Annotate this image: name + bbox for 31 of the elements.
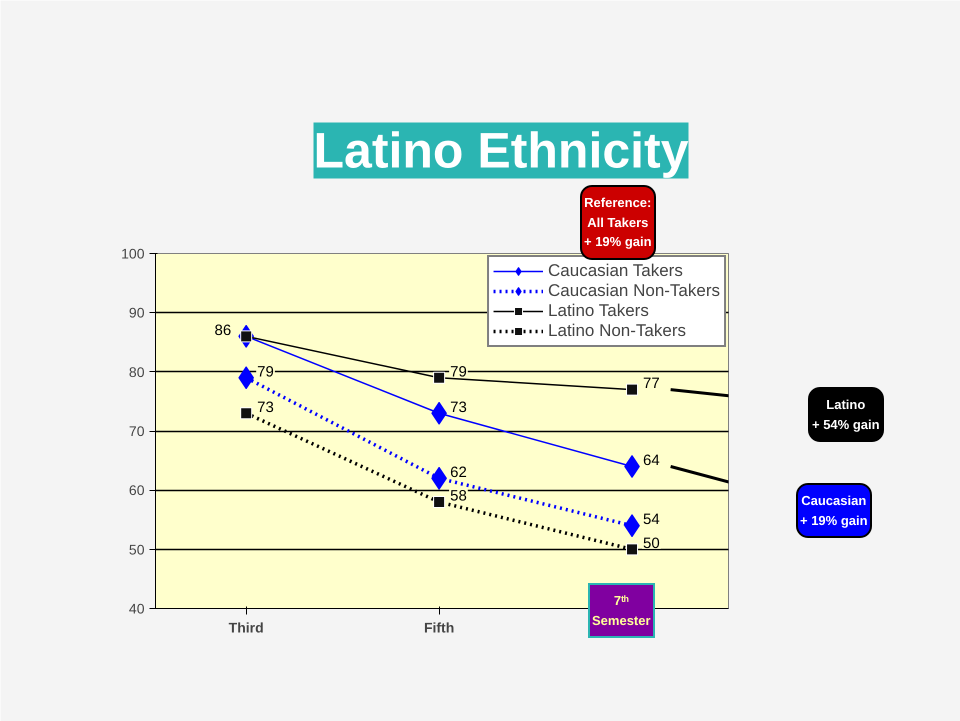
data-label: 86 — [214, 322, 232, 339]
y-tick-label: 50 — [128, 541, 145, 558]
point — [433, 372, 446, 384]
data-label: 79 — [450, 363, 467, 380]
data-label: 62 — [450, 464, 467, 481]
y-tick-label: 60 — [128, 482, 145, 498]
point — [626, 384, 638, 396]
data-label: 54 — [643, 511, 660, 528]
data-label: 73 — [450, 398, 467, 416]
legend-label: Caucasian Non-Takers — [548, 281, 720, 301]
data-label: 58 — [450, 488, 467, 504]
x-tick-label: Third — [228, 620, 264, 636]
data-label: 64 — [643, 452, 660, 469]
y-tick-label: 90 — [128, 304, 145, 321]
y-tick-label: 80 — [128, 364, 145, 380]
data-label: 79 — [257, 363, 274, 380]
data-label: 50 — [643, 534, 660, 552]
point — [433, 496, 446, 508]
legend-label: Caucasian Takers — [548, 261, 683, 281]
data-label: 73 — [257, 398, 274, 416]
point — [626, 543, 638, 556]
legend-label: Latino Takers — [548, 301, 649, 321]
data-label: 77 — [643, 375, 660, 392]
y-tick-label: 100 — [121, 246, 145, 262]
y-tick-label: 40 — [128, 600, 145, 616]
x-tick-label: Fifth — [424, 620, 454, 636]
y-tick-label: 70 — [128, 423, 145, 439]
point — [238, 366, 254, 390]
point — [240, 407, 252, 420]
legend-label: Latino Non-Takers — [548, 321, 686, 341]
chart-title: Latino Ethnicity — [314, 122, 689, 178]
